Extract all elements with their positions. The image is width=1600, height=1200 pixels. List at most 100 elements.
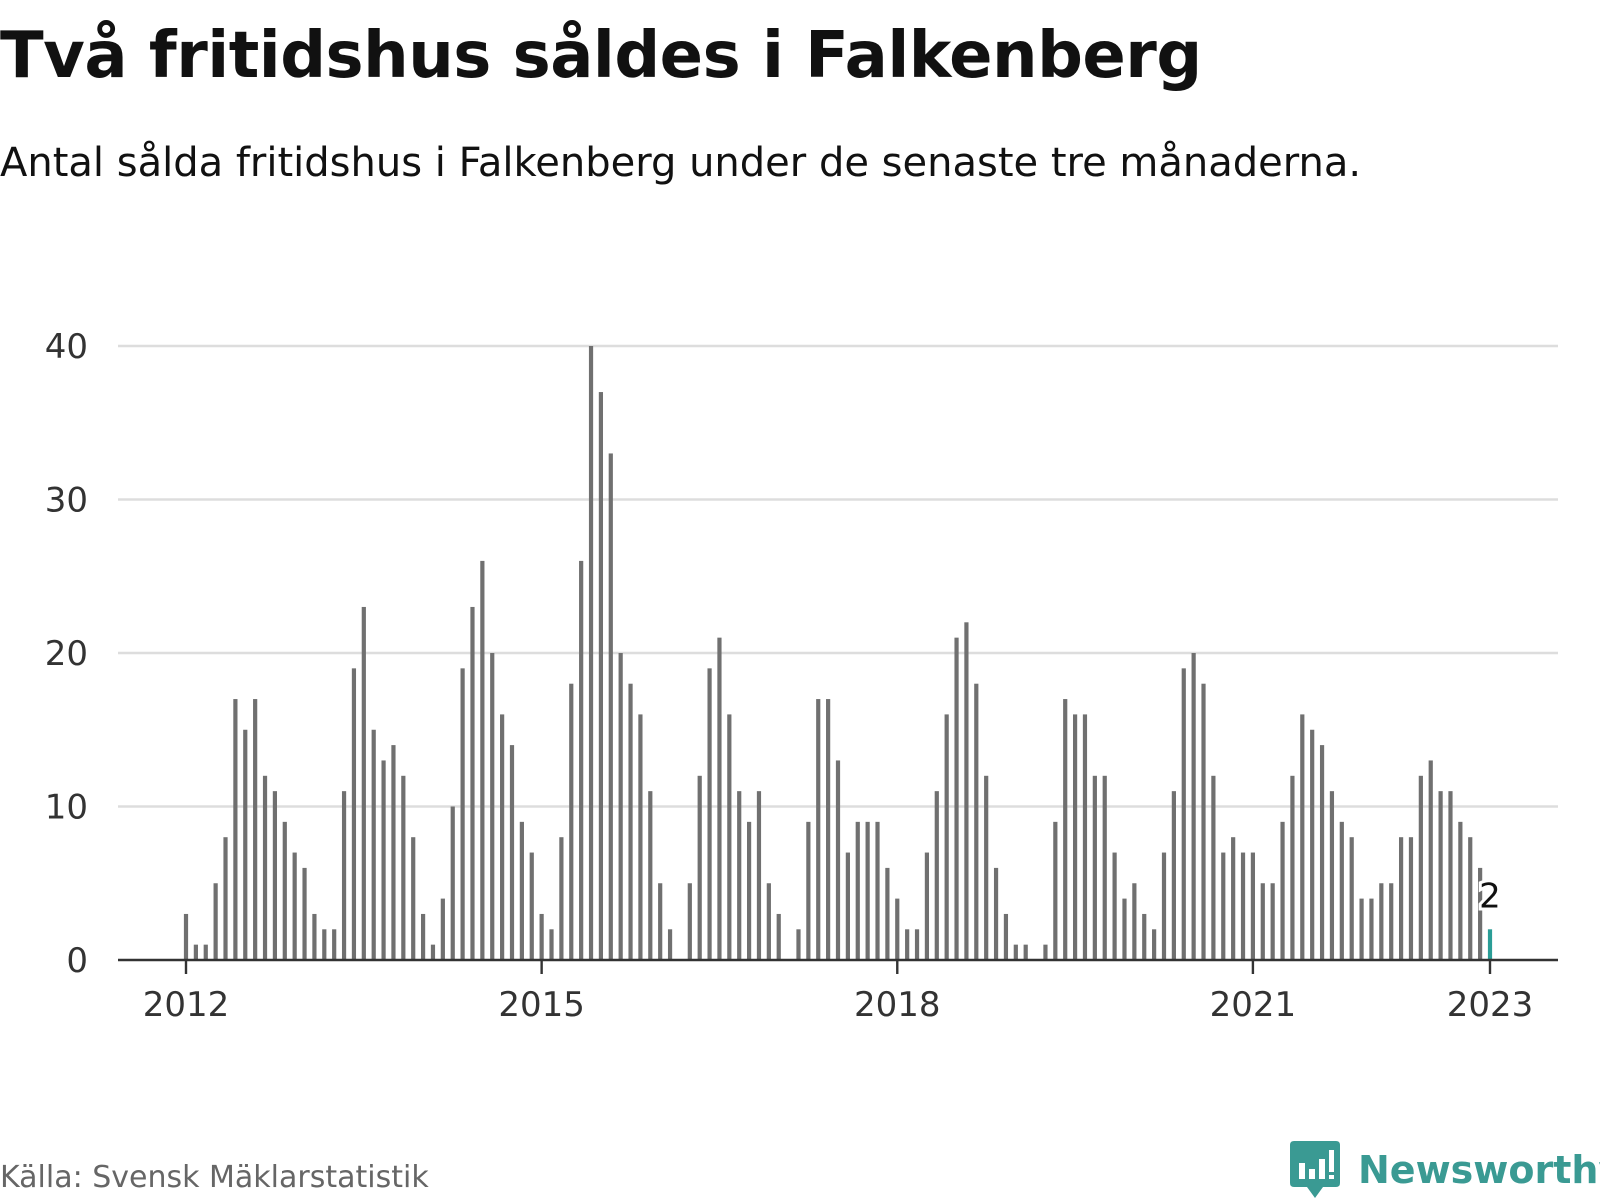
bar <box>351 668 357 960</box>
bar <box>1428 760 1433 960</box>
bar <box>440 898 445 960</box>
bar <box>796 929 801 960</box>
bar <box>1369 898 1374 960</box>
bar <box>944 714 949 960</box>
bar <box>1171 791 1176 960</box>
bar <box>1152 929 1157 960</box>
bar <box>411 837 416 960</box>
bar <box>1221 852 1226 960</box>
bar <box>401 775 406 960</box>
x-tick-label: 2018 <box>854 985 941 1025</box>
bar <box>233 699 238 960</box>
bar <box>1290 775 1295 960</box>
bar <box>1438 791 1443 960</box>
bar <box>223 837 228 960</box>
bar <box>1359 898 1364 960</box>
bar <box>1013 944 1018 960</box>
bar <box>509 745 515 960</box>
bar <box>746 821 752 960</box>
bar <box>826 699 831 960</box>
bar <box>332 929 337 960</box>
bar <box>302 867 307 960</box>
bar <box>756 791 762 960</box>
y-tick-label: 0 <box>66 941 88 981</box>
source-note: Källa: Svensk Mäklarstatistik <box>0 1160 429 1195</box>
bar <box>658 883 663 960</box>
bar <box>420 913 426 960</box>
bar <box>618 653 623 960</box>
bar <box>1092 775 1097 960</box>
bar <box>588 346 594 960</box>
bar <box>776 913 781 960</box>
bar <box>282 821 287 960</box>
bar <box>262 775 268 960</box>
bar <box>1398 837 1404 960</box>
bar <box>559 837 564 960</box>
bar <box>737 791 742 960</box>
chart-title: Två fritidshus såldes i Falkenberg <box>0 19 1202 93</box>
bar <box>183 913 189 960</box>
bar <box>569 683 574 960</box>
bar <box>243 729 248 960</box>
bar <box>924 852 930 960</box>
bar <box>835 760 841 960</box>
bar-highlight <box>1487 929 1493 960</box>
bar <box>292 852 297 960</box>
bar <box>1043 944 1048 960</box>
x-tick-label: 2015 <box>498 985 585 1025</box>
bar <box>974 683 979 960</box>
brand-name: Newsworthy <box>1358 1148 1600 1192</box>
bar-series: 2 <box>183 346 1504 960</box>
bar <box>470 606 475 960</box>
bar <box>253 699 258 960</box>
bar <box>490 653 495 960</box>
bar <box>1181 668 1186 960</box>
bar <box>213 883 218 960</box>
bar <box>1468 837 1473 960</box>
bar <box>1250 852 1256 960</box>
data-label: 2 <box>1479 876 1501 916</box>
bar <box>1112 852 1117 960</box>
bar <box>993 867 999 960</box>
bar <box>1132 883 1137 960</box>
bar <box>905 929 910 960</box>
y-tick-label: 40 <box>45 327 88 367</box>
bar <box>381 760 386 960</box>
bar <box>1023 944 1028 960</box>
bar <box>193 944 198 960</box>
bar <box>845 852 850 960</box>
bar <box>1053 821 1058 960</box>
bar <box>914 929 920 960</box>
bar <box>1260 883 1265 960</box>
bar <box>1142 913 1147 960</box>
bar <box>391 745 396 960</box>
bar <box>1478 867 1483 960</box>
bar <box>450 806 455 960</box>
bar <box>608 453 613 960</box>
bar <box>1408 837 1414 960</box>
bar <box>272 791 278 960</box>
bar <box>667 929 673 960</box>
bar <box>460 668 465 960</box>
bar <box>766 883 771 960</box>
bar <box>1310 729 1315 960</box>
bar <box>628 683 633 960</box>
bar <box>717 637 722 960</box>
bar <box>1201 683 1206 960</box>
bar <box>1122 898 1127 960</box>
bar <box>1231 837 1236 960</box>
bar <box>1072 714 1078 960</box>
bar <box>1280 821 1285 960</box>
bar <box>1349 837 1354 960</box>
bar <box>1319 745 1325 960</box>
brand-logo[interactable]: Newsworthy <box>1290 1140 1600 1200</box>
bar <box>865 821 870 960</box>
bar <box>579 560 584 960</box>
bar <box>519 821 524 960</box>
bar <box>371 729 376 960</box>
x-tick-label: 2021 <box>1210 985 1297 1025</box>
bar <box>1329 791 1335 960</box>
bar <box>598 392 604 960</box>
bar <box>500 714 505 960</box>
